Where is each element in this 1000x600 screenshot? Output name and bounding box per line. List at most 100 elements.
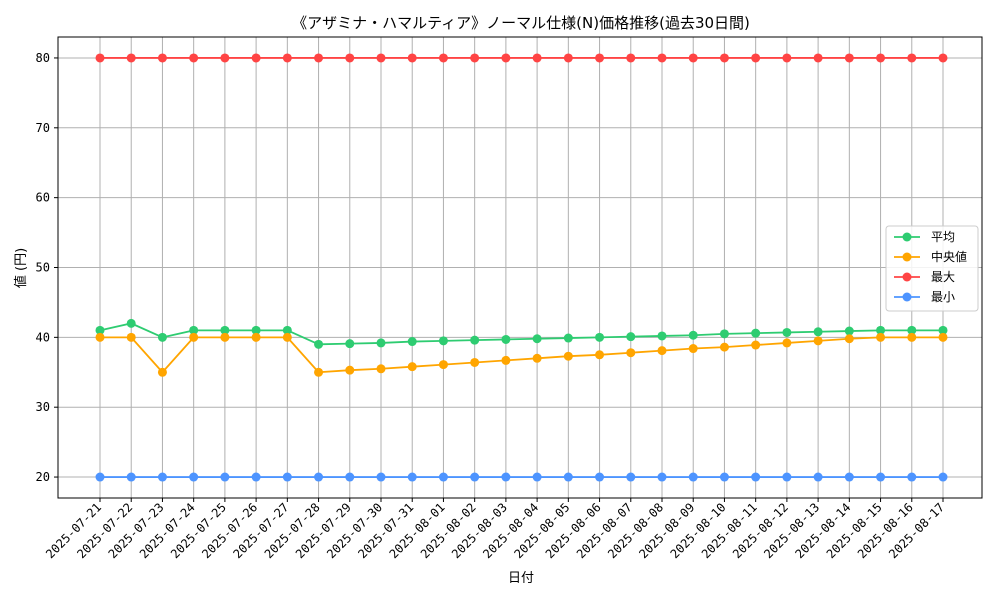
data-point: [688, 472, 698, 482]
data-point: [407, 337, 417, 347]
data-point: [95, 325, 105, 335]
y-tick-label: 80: [36, 51, 50, 65]
data-point: [282, 472, 292, 482]
data-point: [751, 472, 761, 482]
data-point: [813, 53, 823, 63]
data-point: [470, 357, 480, 367]
data-point: [438, 336, 448, 346]
data-point: [532, 472, 542, 482]
data-point: [907, 325, 917, 335]
data-point: [844, 53, 854, 63]
legend-label: 最小: [931, 290, 955, 304]
data-point: [251, 332, 261, 342]
data-point: [157, 53, 167, 63]
data-point: [407, 472, 417, 482]
data-point: [314, 53, 324, 63]
data-point: [876, 472, 886, 482]
data-point: [532, 53, 542, 63]
data-point: [657, 331, 667, 341]
data-point: [595, 332, 605, 342]
data-point: [314, 472, 324, 482]
data-point: [657, 472, 667, 482]
data-point: [95, 472, 105, 482]
data-point: [376, 472, 386, 482]
data-point: [938, 472, 948, 482]
data-point: [782, 338, 792, 348]
data-point: [751, 340, 761, 350]
y-tick-label: 30: [36, 400, 50, 414]
legend-marker: [902, 292, 912, 302]
data-point: [719, 342, 729, 352]
data-point: [470, 53, 480, 63]
data-point: [314, 367, 324, 377]
data-point: [782, 327, 792, 337]
data-point: [657, 53, 667, 63]
data-point: [501, 355, 511, 365]
data-point: [563, 333, 573, 343]
data-point: [220, 332, 230, 342]
x-axis-label: 日付: [508, 571, 534, 586]
data-point: [938, 332, 948, 342]
data-point: [438, 53, 448, 63]
data-point: [438, 472, 448, 482]
data-point: [876, 325, 886, 335]
y-tick-label: 50: [36, 261, 50, 275]
legend-box: [885, 225, 979, 312]
data-point: [844, 326, 854, 336]
data-point: [407, 362, 417, 372]
data-point: [813, 336, 823, 346]
data-point: [657, 346, 667, 356]
legend-marker: [902, 252, 912, 262]
data-point: [220, 325, 230, 335]
data-point: [532, 353, 542, 363]
data-point: [501, 53, 511, 63]
data-point: [782, 472, 792, 482]
data-point: [688, 344, 698, 354]
data-point: [595, 350, 605, 360]
data-point: [407, 53, 417, 63]
data-point: [595, 472, 605, 482]
data-point: [126, 318, 136, 328]
data-point: [251, 472, 261, 482]
data-point: [220, 472, 230, 482]
data-point: [626, 472, 636, 482]
data-point: [563, 351, 573, 361]
data-point: [719, 329, 729, 339]
data-point: [907, 332, 917, 342]
y-axis-ticks: 20 30 40 50 60 70 80: [36, 51, 58, 484]
data-point: [95, 332, 105, 342]
y-tick-label: 20: [36, 470, 50, 484]
data-point: [189, 325, 199, 335]
data-point: [126, 472, 136, 482]
y-tick-label: 40: [36, 330, 50, 344]
data-point: [345, 472, 355, 482]
data-point: [157, 367, 167, 377]
data-point: [220, 53, 230, 63]
x-axis-ticks: 2025-07-212025-07-222025-07-232025-07-24…: [43, 498, 947, 561]
data-point: [376, 338, 386, 348]
data-point: [844, 472, 854, 482]
data-point: [126, 332, 136, 342]
data-point: [719, 472, 729, 482]
data-point: [501, 334, 511, 344]
data-point: [501, 472, 511, 482]
data-point: [345, 53, 355, 63]
y-tick-label: 70: [36, 121, 50, 135]
data-point: [938, 53, 948, 63]
data-point: [595, 53, 605, 63]
series-line: [100, 336, 943, 374]
data-point: [470, 335, 480, 345]
data-point: [751, 328, 761, 338]
data-point: [345, 365, 355, 375]
legend-label: 最大: [931, 270, 955, 284]
data-point: [345, 339, 355, 349]
series-layer: [95, 53, 948, 482]
data-point: [157, 472, 167, 482]
data-point: [282, 53, 292, 63]
data-point: [813, 472, 823, 482]
data-point: [907, 53, 917, 63]
data-point: [532, 334, 542, 344]
data-point: [251, 53, 261, 63]
data-point: [626, 53, 636, 63]
